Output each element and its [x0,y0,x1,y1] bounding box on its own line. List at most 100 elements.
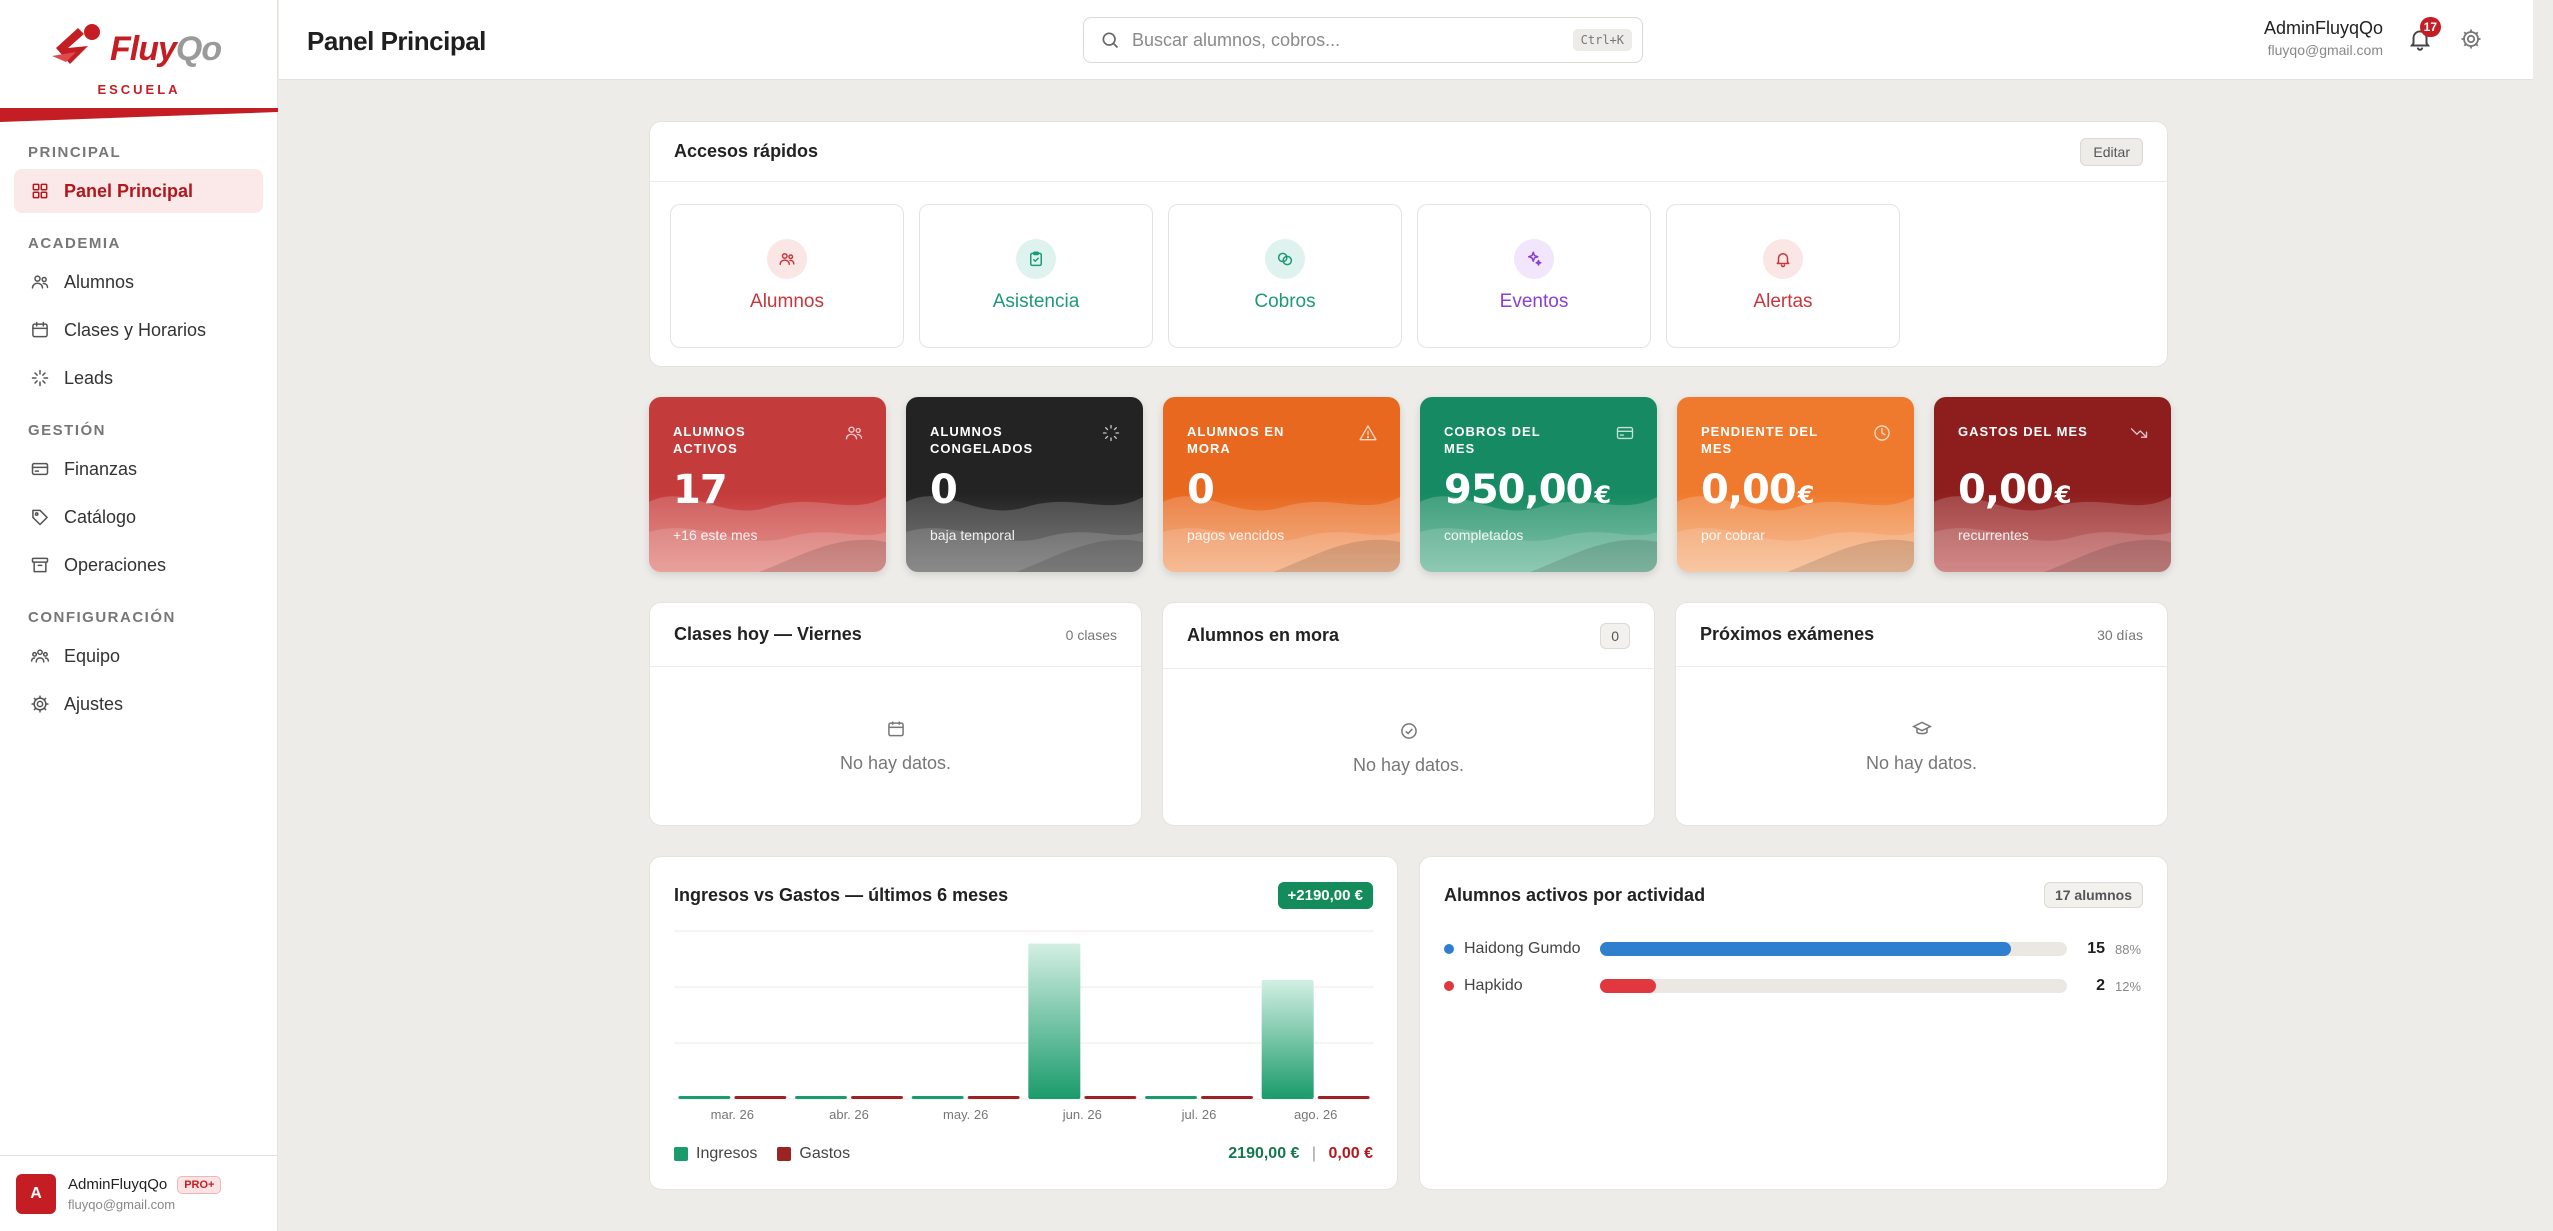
quick-access-alertas[interactable]: Alertas [1666,204,1900,348]
quick-access-eventos[interactable]: Eventos [1417,204,1651,348]
user-email: fluyqo@gmail.com [2267,42,2383,58]
calendar-icon [887,721,904,737]
user-menu[interactable]: AdminFluyqQo fluyqo@gmail.com [2264,18,2383,58]
stat-currency: € [1594,481,1611,509]
brand-logo[interactable]: FluyQo ESCUELA [0,0,278,122]
brand-stripe [0,108,278,122]
sidebar-item-ajustes[interactable]: Ajustes [14,682,263,726]
sidebar-user-email: fluyqo@gmail.com [68,1196,176,1212]
chart-legend: Ingresos Gastos [674,1145,850,1163]
edit-quick-access-button[interactable]: Editar [2080,137,2143,166]
finance-totals: 2190,00 € | 0,00 € [1228,1145,1373,1163]
income-bar[interactable] [911,1096,964,1099]
activity-card: Alumnos activos por actividad 17 alumnos… [1419,856,2168,1190]
sidebar-item-leads[interactable]: Leads [14,356,263,400]
income-bar[interactable] [1145,1096,1197,1099]
activity-percent: 12% [2115,978,2142,994]
stat-label: ALUMNOS ACTIVOS [673,424,746,456]
stat-card-alumnos-activos[interactable]: ALUMNOS ACTIVOS 17 +16 este mes [649,397,886,572]
stat-subtitle: baja temporal [930,527,1015,543]
sidebar-item-label: Ajustes [64,693,124,714]
activity-count: 15 [2087,940,2105,957]
sparkle-icon [31,369,49,387]
income-bar[interactable] [1028,943,1081,1099]
legend-expense-swatch [777,1147,792,1161]
expense-bar[interactable] [967,1096,1020,1099]
search-shortcut: Ctrl+K [1572,29,1632,51]
quick-access-asistencia[interactable]: Asistencia [919,204,1153,348]
logo-mark-icon [52,24,100,64]
classes-empty-state: No hay datos. [650,719,1141,774]
sidebar-nav: PRINCIPAL Panel Principal ACADEMIA Alumnos C… [0,144,277,726]
stat-subtitle: completados [1444,527,1524,543]
brand-name: FluyQo [110,30,222,68]
stat-card-alumnos-congelados[interactable]: ALUMNOS CONGELADOS 0 baja temporal [906,397,1143,572]
stat-card-alumnos-en-mora[interactable]: ALUMNOS EN MORA 0 pagos vencidos [1163,397,1400,572]
sidebar-item-clases-y-horarios[interactable]: Clases y Horarios [14,308,263,352]
credit-card-icon [1616,426,1634,440]
quick-access-label: Alumnos [750,291,824,312]
search-box[interactable]: Ctrl+K [1083,17,1643,63]
users-icon [845,426,863,440]
expense-bar[interactable] [1084,1096,1137,1099]
sidebar-item-operaciones[interactable]: Operaciones [14,543,263,587]
overdue-students-card: Alumnos en mora 0 No hay datos. [1162,602,1655,826]
legend-expense-label: Gastos [799,1145,851,1162]
x-tick-label: jun. 26 [1062,1107,1102,1122]
sidebar-item-equipo[interactable]: Equipo [14,634,263,678]
stat-label: PENDIENTE DEL MES [1701,424,1818,456]
total-income: 2190,00 € [1228,1145,1300,1162]
stat-number: 0 [1187,467,1215,513]
classes-count: 0 clases [1065,626,1117,643]
stat-value: 950,00€ [1444,467,1611,513]
notifications-button[interactable]: 17 [2407,17,2441,52]
expense-bar[interactable] [1317,1096,1370,1099]
stat-value: 0,00€ [1958,467,2071,513]
activity-bar-fill [1600,942,2011,956]
dashboard-icon [32,183,48,199]
search-icon [1102,32,1119,49]
activity-dot [1444,944,1454,954]
stat-card-cobros-del-mes[interactable]: COBROS DEL MES 950,00€ completados [1420,397,1657,572]
expense-bar[interactable] [1201,1096,1253,1099]
sidebar-item-finanzas[interactable]: Finanzas [14,447,263,491]
activity-total: 17 alumnos [2043,882,2143,908]
warning-icon [1359,425,1377,441]
search-input[interactable] [1132,29,1532,51]
plan-badge: PRO+ [177,1175,222,1194]
tag-icon [32,509,48,526]
income-expense-chart: mar. 26 abr. 26 may. 26 jun. 26 jul. 26 ago. … [674,930,1374,1122]
quick-access-alumnos[interactable]: Alumnos [670,204,904,348]
stat-card-pendiente-del-mes[interactable]: PENDIENTE DEL MES 0,00€ por cobrar [1677,397,1914,572]
settings-gear-icon[interactable] [2459,27,2483,51]
x-tick-label: jul. 26 [1181,1107,1217,1122]
sidebar-user[interactable]: A AdminFluyqQo PRO+ fluyqo@gmail.com [0,1155,278,1231]
sidebar-item-catalogo[interactable]: Catálogo [14,495,263,539]
sidebar-item-label: Equipo [64,645,121,666]
activity-bar-track [1600,942,2067,956]
upcoming-exams-card: Próximos exámenes 30 días No hay datos. [1675,602,2168,826]
income-bar[interactable] [795,1096,847,1099]
clipboard-check-icon [1030,251,1042,267]
sidebar-item-alumnos[interactable]: Alumnos [14,260,263,304]
sidebar-item-label: Alumnos [64,271,135,292]
quick-access-cobros[interactable]: Cobros [1168,204,1402,348]
income-bar[interactable] [1261,979,1314,1099]
x-tick-label: ago. 26 [1294,1107,1337,1122]
income-bar[interactable] [678,1096,731,1099]
classes-today-title: Clases hoy — Viernes [674,624,862,644]
expense-bar[interactable] [851,1096,903,1099]
stat-wave-decoration [906,496,1143,572]
classes-empty-text: No hay datos. [839,753,952,773]
totals-separator: | [1311,1145,1317,1162]
exams-empty-text: No hay datos. [1865,753,1978,773]
calendar-icon [32,321,48,338]
sidebar-item-panel-principal[interactable]: Panel Principal [14,169,263,213]
stat-currency: € [1797,481,1815,509]
stat-subtitle: pagos vencidos [1187,527,1285,543]
expense-bar[interactable] [734,1096,787,1099]
stat-card-gastos-del-mes[interactable]: GASTOS DEL MES 0,00€ recurrentes [1934,397,2171,572]
stat-wave-decoration [649,496,886,572]
coins-icon [1277,252,1293,266]
stat-value: 0 [930,467,959,513]
